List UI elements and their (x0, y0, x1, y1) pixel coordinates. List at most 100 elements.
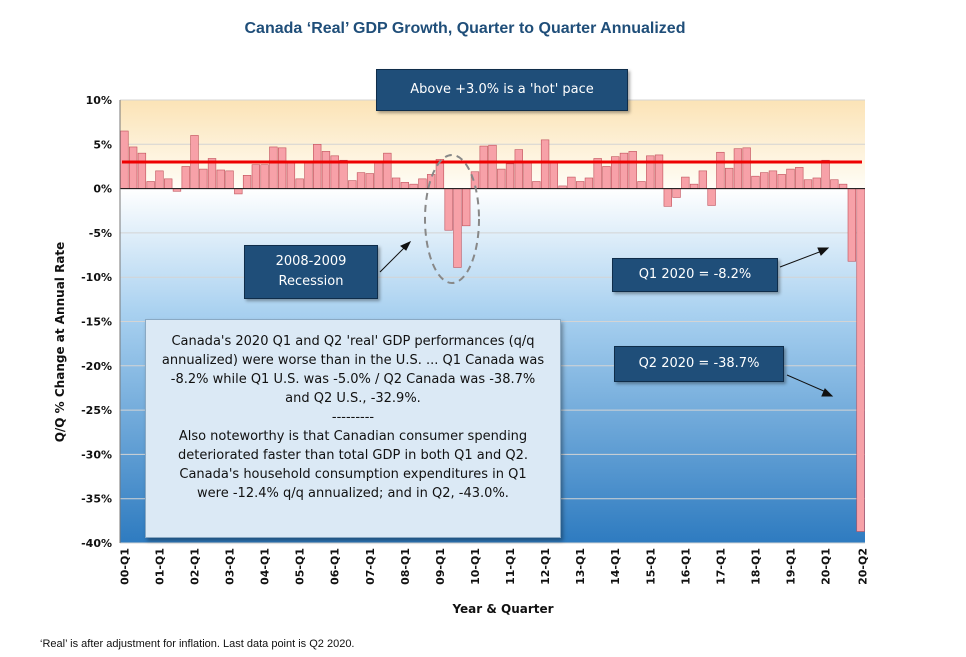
chart-title: Canada ‘Real’ GDP Growth, Quarter to Qua… (244, 20, 686, 37)
note-line: and Q2 U.S., -32.9%. (285, 391, 421, 406)
bar (830, 179, 839, 189)
recession-arrow (379, 245, 407, 273)
bar (444, 188, 453, 231)
bar (716, 151, 725, 189)
x-tick-label: 09-Q1 (434, 548, 447, 585)
bar (681, 176, 690, 189)
bar (391, 177, 401, 189)
bar (584, 177, 594, 189)
bar (751, 175, 760, 189)
bar (260, 164, 269, 189)
x-tick-labels: 00-Q1 01-Q1 02-Q1 03-Q1 04-Q1 05-Q1 06-Q1 07-Q1… (118, 548, 869, 585)
x-tick-label: 01-Q1 (153, 548, 166, 585)
commentary-box: Canada's 2020 Q1 and Q2 'real' GDP perfo… (145, 319, 561, 538)
bar (365, 173, 374, 189)
bar (339, 159, 348, 189)
bar (575, 181, 585, 189)
x-tick-label: 00-Q1 (118, 548, 131, 585)
bar (120, 130, 129, 189)
y-tick-label: -25% (81, 404, 112, 417)
bar (199, 168, 208, 189)
x-tick-label: 15-Q1 (644, 548, 657, 585)
bar (181, 166, 190, 189)
bar (812, 177, 821, 189)
note-line: -8.2% while Q1 U.S. was -5.0% / Q2 Canad… (170, 372, 536, 387)
q2-arrow (786, 374, 827, 393)
bar (856, 188, 865, 532)
recession-callout: 2008-2009 Recession (244, 245, 378, 299)
bar (689, 183, 699, 189)
recession-line-1: 2008-2009 (275, 254, 347, 269)
bar (567, 176, 576, 189)
x-tick-label: 14-Q1 (609, 548, 622, 585)
x-tick-label: 11-Q1 (504, 548, 517, 585)
x-axis-label: Year & Quarter (451, 602, 553, 616)
x-tick-label: 02-Q1 (189, 548, 202, 585)
bar (418, 178, 427, 189)
y-axis-label: Q/Q % Change at Annual Rate (53, 242, 67, 443)
bar (733, 148, 743, 189)
bar (619, 152, 629, 189)
bar (348, 180, 357, 189)
x-tick-label: 18-Q1 (749, 548, 762, 585)
x-tick-label: 13-Q1 (574, 548, 587, 585)
x-tick-label: 08-Q1 (399, 548, 412, 585)
q1-2020-callout: Q1 2020 = -8.2% (612, 258, 778, 292)
bar (383, 152, 392, 189)
y-tick-label: -35% (81, 493, 112, 506)
bar (724, 167, 734, 189)
bar (137, 152, 147, 189)
y-tick-label: 5% (93, 138, 112, 151)
bar (602, 166, 611, 189)
bars (120, 130, 865, 532)
bar (838, 183, 848, 189)
note-separator: --------- (331, 410, 375, 425)
x-tick-label: 20-Q2 (857, 548, 870, 585)
bar (146, 181, 155, 189)
x-tick-label: 07-Q1 (364, 548, 377, 585)
bar (269, 146, 278, 189)
bar (532, 181, 541, 189)
y-tick-label: -30% (81, 448, 112, 461)
bar (514, 149, 523, 189)
bar (409, 183, 418, 189)
x-tick-label: 19-Q1 (785, 548, 798, 585)
bar (698, 170, 708, 189)
bar (768, 170, 778, 189)
x-tick-label: 10-Q1 (469, 548, 482, 585)
note-line: deteriorated faster than total GDP in bo… (177, 448, 529, 463)
bar (242, 175, 252, 189)
x-tick-label: 06-Q1 (329, 548, 342, 585)
hot-pace-callout: Above +3.0% is a 'hot' pace (376, 69, 628, 111)
note-line: annualized) were worse than in the U.S. … (161, 353, 545, 368)
bar (462, 188, 471, 227)
note-line: Canada's household consumption expenditu… (179, 467, 527, 482)
bar (847, 188, 857, 262)
footnote: ‘Real’ is after adjustment for inflation… (40, 638, 355, 650)
x-tick-label: 03-Q1 (224, 548, 237, 585)
y-tick-label: 0% (93, 183, 112, 196)
y-tick-label: -10% (81, 271, 112, 284)
y-tick-label: -5% (89, 227, 112, 240)
bar (374, 161, 383, 189)
bar (155, 170, 164, 189)
x-tick-label: 16-Q1 (679, 548, 692, 585)
bar (295, 178, 304, 189)
bar (286, 161, 296, 189)
x-tick-label: 05-Q1 (294, 548, 307, 585)
note-line: Also noteworthy is that Canadian consume… (178, 429, 528, 444)
q1-arrowhead (817, 247, 830, 256)
bar (251, 164, 261, 189)
q2-2020-text: Q2 2020 = -38.7% (638, 356, 760, 371)
bar (479, 145, 488, 189)
q1-2020-text: Q1 2020 = -8.2% (638, 267, 752, 282)
bar (742, 147, 751, 189)
hot-pace-text: Above +3.0% is a 'hot' pace (410, 82, 594, 97)
bar (453, 188, 462, 268)
bar (654, 154, 664, 189)
y-tick-label: -40% (81, 537, 112, 550)
bar (707, 188, 716, 206)
bar (304, 161, 313, 189)
note-line: were -12.4% q/q annualized; and in Q2, -… (197, 486, 509, 501)
bar (803, 179, 813, 189)
